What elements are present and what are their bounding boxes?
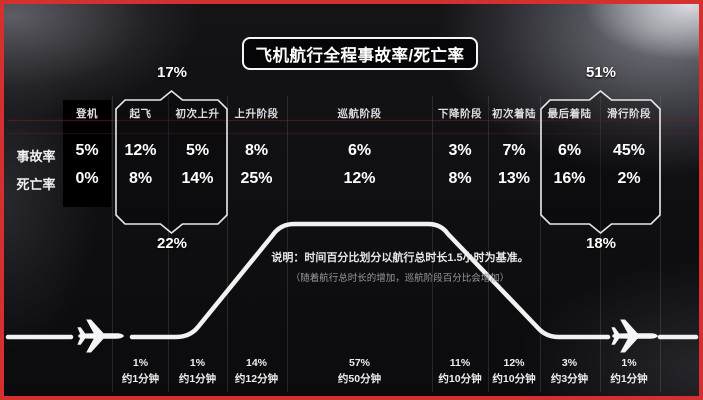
death-rate-value: 14% <box>181 170 214 187</box>
phase-label: 下降阶段 <box>438 108 482 120</box>
time-percent-value: 1% <box>132 357 149 369</box>
phase-label: 最后着陆 <box>547 108 592 120</box>
time-duration-value: 约1分钟 <box>121 373 160 385</box>
death-rate-value: 2% <box>617 170 641 187</box>
phase-label: 起飞 <box>129 108 152 120</box>
column-takeoff: 起飞 12% 8% 1% 约1分钟 <box>113 100 168 392</box>
accident-rate-value: 7% <box>502 142 526 159</box>
death-rate-value: 0% <box>75 170 99 187</box>
column-initial-climb: 初次上升 5% 14% 1% 约1分钟 <box>169 100 226 392</box>
phase-label: 巡航阶段 <box>337 108 382 120</box>
column-descent-phase: 下降阶段 3% 8% 11% 约10分钟 <box>433 100 487 392</box>
airplane-icon <box>611 319 658 353</box>
note-line-1: 说明：时间百分比划分以航行总时长1.5小时为基准。 <box>271 252 529 264</box>
accident-rate-value: 3% <box>448 142 472 159</box>
callout-takeoff-group-bottom: 22% <box>156 235 188 252</box>
column-final-landing: 最后着陆 6% 16% 3% 约3分钟 <box>541 100 598 392</box>
row-label-death-rate: 死亡率 <box>16 177 56 192</box>
row-label-accident-rate: 事故率 <box>16 149 56 164</box>
column-initial-landing: 初次着陆 7% 13% 12% 约10分钟 <box>489 100 539 392</box>
column-climb-phase: 上升阶段 8% 25% 14% 约12分钟 <box>227 100 286 392</box>
time-duration-value: 约50分钟 <box>337 373 382 385</box>
time-duration-value: 约10分钟 <box>492 373 536 385</box>
phase-label: 上升阶段 <box>234 108 279 120</box>
death-rate-value: 25% <box>240 170 273 187</box>
time-percent-value: 12% <box>503 357 525 369</box>
accident-rate-value: 8% <box>244 142 269 159</box>
time-duration-value: 约10分钟 <box>438 373 482 385</box>
time-percent-value: 57% <box>348 357 370 369</box>
time-duration-value: 约3分钟 <box>550 373 589 385</box>
callout-landing-group-bottom: 18% <box>585 235 617 252</box>
phase-label: 登机 <box>76 108 98 120</box>
accident-rate-value: 45% <box>612 142 646 159</box>
column-boarding: 登机 5% 0% <box>63 100 111 392</box>
note-line-2: （随着航行总时长的增加，巡航阶段百分比会增加） <box>290 273 510 284</box>
flight-path-line <box>5 221 699 340</box>
time-percent-value: 11% <box>449 357 471 369</box>
column-taxi-phase: 滑行阶段 45% 2% 1% 约1分钟 <box>599 100 659 392</box>
airplane-icon <box>77 319 124 353</box>
death-rate-value: 8% <box>128 170 153 187</box>
time-duration-value: 约1分钟 <box>610 373 648 385</box>
accident-rate-value: 6% <box>557 142 582 159</box>
page-title: 飞机航行全程事故率/死亡率 <box>242 37 478 70</box>
time-duration-value: 约1分钟 <box>178 373 217 385</box>
time-percent-value: 1% <box>621 357 637 369</box>
phase-label: 初次着陆 <box>492 108 536 120</box>
death-rate-value: 12% <box>343 170 376 187</box>
accident-rate-value: 5% <box>75 142 99 159</box>
page-title-text: 飞机航行全程事故率/死亡率 <box>255 46 465 65</box>
death-rate-value: 13% <box>497 170 531 187</box>
death-rate-value: 16% <box>553 170 586 187</box>
accident-rate-value: 6% <box>347 142 372 159</box>
death-rate-value: 8% <box>448 170 472 187</box>
time-percent-value: 1% <box>189 357 206 369</box>
time-duration-value: 约12分钟 <box>234 373 279 385</box>
landing-group-bracket <box>540 89 661 235</box>
time-percent-value: 14% <box>245 357 267 369</box>
callout-landing-group-top: 51% <box>585 64 617 81</box>
column-cruise-phase: 巡航阶段 6% 12% 57% 约50分钟 <box>288 100 431 392</box>
phase-label: 滑行阶段 <box>607 108 651 120</box>
faint-red-rules <box>8 119 695 135</box>
time-percent-value: 3% <box>561 357 578 369</box>
phase-label: 初次上升 <box>175 108 220 120</box>
accident-rate-value: 5% <box>185 142 210 159</box>
callout-takeoff-group-top: 17% <box>156 64 188 81</box>
boarding-column-background <box>63 100 111 207</box>
takeoff-group-bracket <box>115 89 228 235</box>
accident-rate-value: 12% <box>124 142 157 159</box>
